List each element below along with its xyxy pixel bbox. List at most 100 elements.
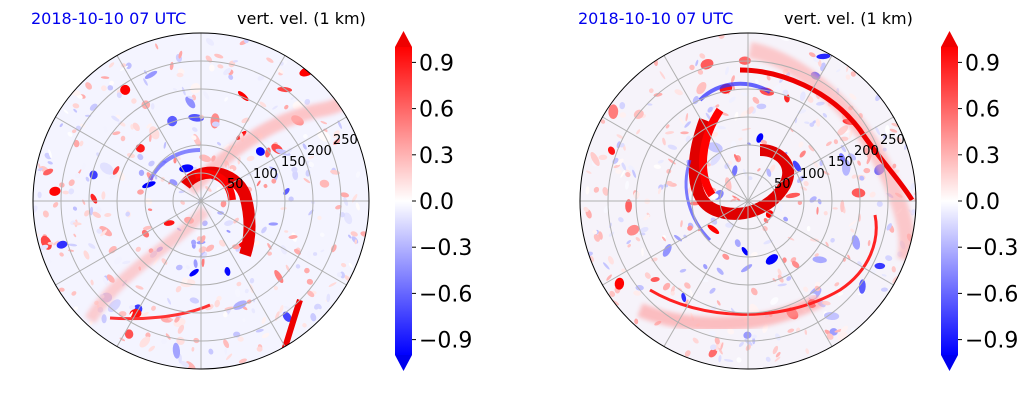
- right-velocity-cell: [777, 283, 787, 287]
- left-velocity-cell: [282, 311, 292, 322]
- left-colorbar-tick-label: 0.3: [419, 144, 454, 169]
- left-velocity-cell: [131, 98, 137, 104]
- left-velocity-cell: [56, 240, 68, 249]
- right-velocity-cell: [689, 289, 694, 299]
- left-velocity-cell: [84, 210, 90, 217]
- left-velocity-cell: [33, 205, 38, 214]
- right-colorbar-tick-label: 0.0: [965, 190, 1000, 215]
- left-velocity-cell: [85, 82, 92, 90]
- left-rainband-south: [84, 206, 210, 324]
- left-velocity-cell: [120, 135, 126, 142]
- left-panel-variable-title: vert. vel. (1 km): [237, 9, 366, 28]
- right-velocity-cell: [863, 167, 871, 174]
- left-velocity-cell: [187, 95, 194, 100]
- left-velocity-cell: [261, 226, 267, 234]
- right-velocity-cell: [809, 122, 815, 127]
- left-velocity-cell: [214, 53, 224, 59]
- right-velocity-cell: [718, 355, 722, 363]
- right-velocity-cell: [665, 131, 675, 135]
- right-velocity-cell: [804, 121, 810, 124]
- left-velocity-cell: [223, 312, 228, 318]
- left-velocity-cell: [226, 229, 231, 233]
- left-velocity-cell: [235, 288, 241, 298]
- left-velocity-cell: [350, 231, 358, 237]
- left-radial-label-200: 200: [307, 144, 332, 159]
- left-velocity-cell: [165, 333, 171, 340]
- right-velocity-cell: [805, 348, 810, 355]
- right-velocity-cell: [848, 129, 853, 140]
- left-velocity-cell: [223, 143, 230, 149]
- right-velocity-cell: [765, 254, 779, 265]
- right-velocity-cell: [593, 233, 601, 242]
- left-colorbar-tick-label: 0.0: [419, 190, 454, 215]
- left-velocity-cell: [268, 222, 279, 226]
- right-velocity-cell: [891, 266, 896, 273]
- right-velocity-cell: [765, 356, 771, 362]
- left-velocity-cell: [148, 160, 155, 167]
- left-velocity-cell: [148, 134, 152, 142]
- left-velocity-cell: [284, 104, 289, 110]
- right-velocity-cell: [847, 254, 851, 260]
- left-velocity-cell: [135, 246, 141, 252]
- right-velocity-cell: [585, 186, 590, 195]
- left-panel-date-title: 2018-10-10 07 UTC: [31, 9, 186, 28]
- right-velocity-cell: [720, 342, 724, 351]
- left-velocity-cell: [255, 328, 264, 333]
- right-velocity-cell: [817, 198, 822, 205]
- right-velocity-cell: [646, 103, 653, 106]
- right-velocity-cell: [636, 129, 641, 135]
- right-velocity-cell: [769, 164, 776, 173]
- right-velocity-cell: [725, 177, 732, 192]
- left-velocity-cell: [113, 256, 122, 265]
- left-velocity-cell: [196, 236, 202, 241]
- right-velocity-cell: [662, 137, 666, 146]
- left-velocity-cell: [274, 311, 280, 321]
- left-velocity-cell: [216, 295, 222, 302]
- left-velocity-cell: [189, 297, 200, 304]
- right-velocity-cell: [718, 347, 723, 355]
- left-velocity-cell: [96, 206, 102, 214]
- left-velocity-cell: [68, 188, 75, 195]
- left-velocity-cell: [116, 114, 121, 119]
- left-velocity-cell: [193, 259, 198, 268]
- right-velocity-cell: [707, 224, 720, 234]
- left-velocity-cell: [42, 168, 54, 176]
- left-velocity-cell: [199, 154, 211, 163]
- left-velocity-cell: [304, 98, 311, 105]
- right-velocity-cell: [621, 162, 627, 171]
- right-velocity-cell: [648, 88, 654, 94]
- left-velocity-cell: [290, 96, 295, 100]
- right-velocity-cell: [815, 118, 821, 127]
- right-velocity-cell: [750, 287, 758, 296]
- left-velocity-cell: [112, 166, 120, 175]
- left-velocity-cell: [100, 229, 108, 237]
- right-eyewall-west: [699, 107, 724, 198]
- left-velocity-cell: [236, 281, 242, 287]
- left-velocity-cell: [251, 308, 256, 314]
- left-velocity-cell: [72, 222, 82, 226]
- right-velocity-cell: [837, 292, 844, 296]
- right-velocity-cell: [812, 256, 827, 264]
- left-velocity-cell: [176, 72, 184, 78]
- right-velocity-cell: [743, 168, 747, 177]
- right-velocity-cell: [731, 75, 735, 83]
- right-velocity-cell: [615, 169, 622, 174]
- right-colorbar-bottom-extend: [941, 355, 958, 371]
- left-velocity-cell: [317, 130, 331, 142]
- left-velocity-cell: [302, 323, 307, 328]
- right-velocity-cell: [756, 103, 767, 110]
- left-velocity-cell: [205, 55, 213, 63]
- right-colorbar: −0.9 −0.6 −0.3 0.0 0.3 0.6 0.9: [941, 31, 1018, 371]
- right-velocity-cell: [586, 170, 592, 174]
- right-radial-label-100: 100: [800, 167, 825, 182]
- right-velocity-cell: [751, 334, 757, 339]
- right-velocity-cell: [850, 228, 855, 233]
- left-velocity-cell: [263, 184, 268, 188]
- right-velocity-cell: [700, 58, 714, 70]
- left-velocity-cell: [112, 131, 121, 136]
- right-velocity-cell: [729, 145, 738, 152]
- right-velocity-cell: [785, 192, 801, 199]
- left-velocity-cell: [58, 287, 65, 292]
- left-velocity-cell: [116, 92, 122, 99]
- left-velocity-cell: [201, 257, 205, 268]
